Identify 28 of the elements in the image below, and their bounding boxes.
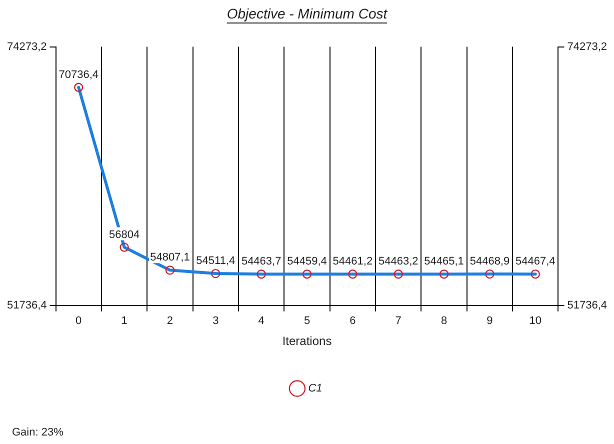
data-label: 54459,4 [287, 256, 327, 268]
x-tick-label: 2 [166, 315, 174, 328]
y2-tick-label: 74273,2 [567, 40, 608, 53]
x-tick-label: 9 [486, 315, 493, 328]
data-label: 54461,2 [332, 256, 373, 268]
x-tick-label: 3 [212, 315, 219, 328]
x-tick-label: 0 [76, 315, 82, 328]
data-label: 54511,4 [196, 255, 236, 268]
legend-label: C1 [308, 382, 322, 395]
x-tick-label: 6 [350, 315, 356, 328]
chart-title: Objective - Minimum Cost [226, 5, 388, 22]
data-label: 54463,2 [378, 256, 418, 268]
x-tick-label: 1 [121, 315, 128, 328]
data-label: 54463,7 [241, 256, 282, 268]
x-tick-label: 8 [440, 315, 448, 328]
x-tick-label: 5 [304, 315, 310, 328]
x-axis-title: Iterations [282, 334, 332, 348]
data-label: 54807,1 [150, 252, 190, 264]
x-tick-label: 4 [258, 315, 264, 328]
y2-tick-label: 51736,4 [567, 299, 608, 312]
data-label: 54465,1 [424, 256, 464, 268]
data-label: 54467,4 [516, 256, 556, 268]
data-label: 56804 [108, 228, 140, 241]
x-tick-label: 7 [395, 315, 402, 328]
data-label: 70736,4 [58, 68, 98, 81]
data-label: 54468,9 [470, 256, 510, 268]
text: Gain: 23% [12, 426, 64, 439]
x-tick-label: 10 [529, 315, 542, 328]
